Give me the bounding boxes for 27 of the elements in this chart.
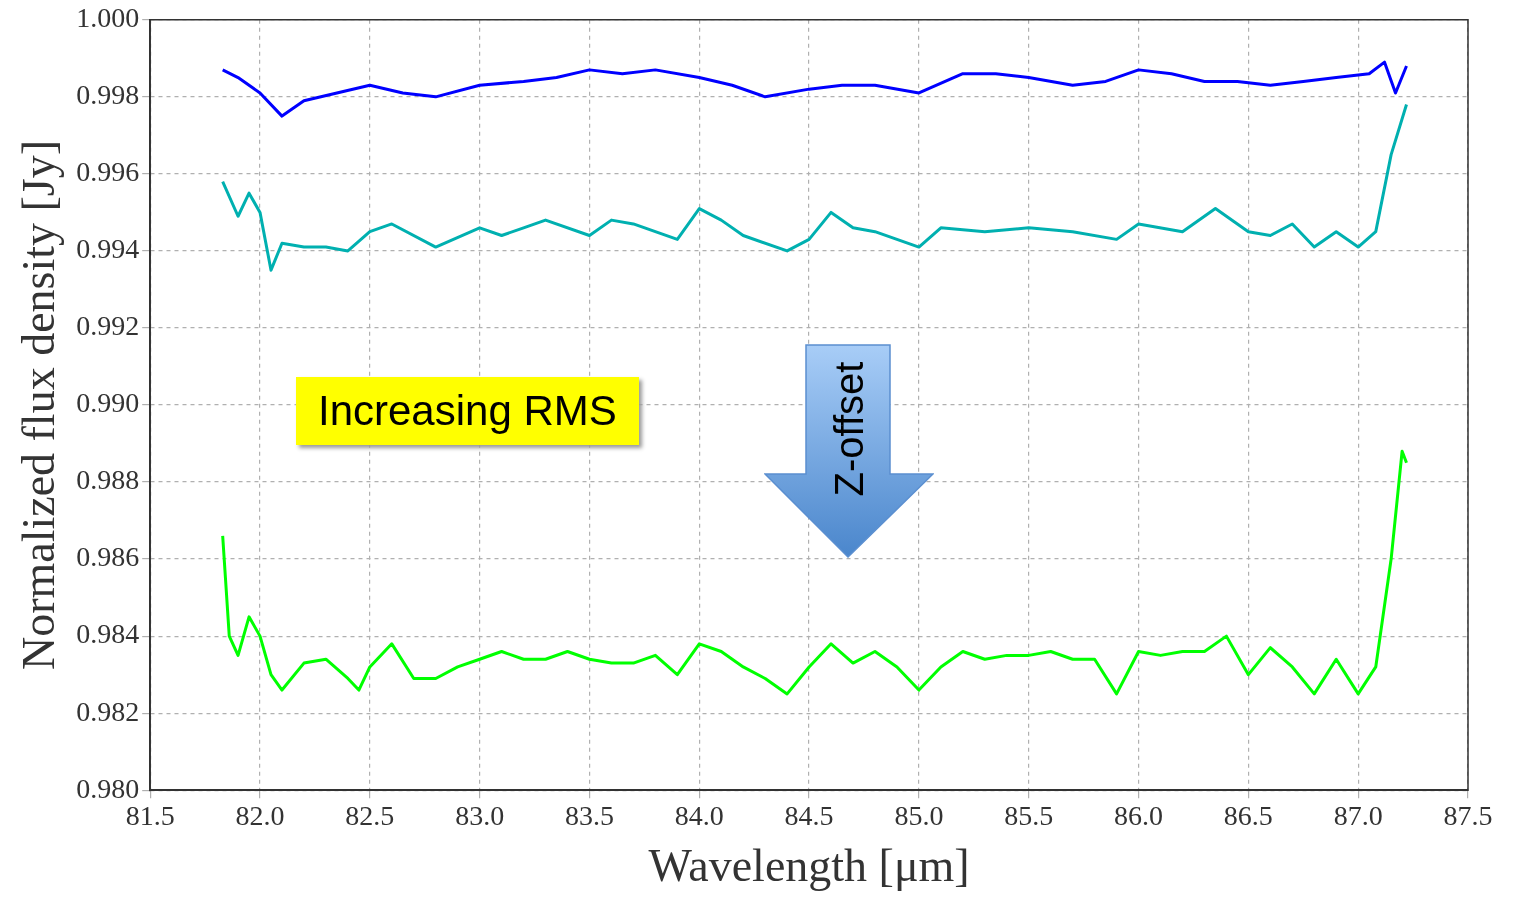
x-axis-title: Wavelength [μm] bbox=[648, 840, 970, 892]
x-tick-label: 87.5 bbox=[1443, 800, 1493, 832]
y-tick-label: 0.998 bbox=[76, 79, 140, 111]
x-tick-label: 83.0 bbox=[455, 800, 505, 832]
y-tick-label: 0.996 bbox=[76, 156, 140, 188]
x-tick-label: 86.5 bbox=[1223, 800, 1273, 832]
x-tick-label: 85.0 bbox=[894, 800, 944, 832]
x-tick-label: 84.0 bbox=[674, 800, 724, 832]
y-tick-label: 0.992 bbox=[76, 310, 140, 342]
x-tick-label: 82.5 bbox=[345, 800, 395, 832]
annotation: Z-offset bbox=[826, 361, 872, 497]
y-tick-label: 0.986 bbox=[76, 541, 140, 573]
x-tick-label: 86.0 bbox=[1114, 800, 1164, 832]
y-tick-label: 0.994 bbox=[76, 233, 140, 265]
x-tick-label: 85.5 bbox=[1004, 800, 1054, 832]
x-tick-label: 83.5 bbox=[564, 800, 614, 832]
y-tick-label: 0.988 bbox=[76, 464, 140, 496]
y-tick-label: 0.990 bbox=[76, 387, 140, 419]
y-tick-label: 0.982 bbox=[76, 695, 140, 727]
down-arrow-icon: Z-offset bbox=[764, 344, 934, 558]
y-axis-title: Normalized flux density [Jy] bbox=[12, 139, 64, 671]
annotation: Increasing RMS bbox=[296, 377, 639, 445]
y-tick-label: 0.984 bbox=[76, 618, 140, 650]
y-tick-label: 1.000 bbox=[76, 2, 140, 34]
x-tick-label: 84.5 bbox=[784, 800, 834, 832]
x-tick-label: 87.0 bbox=[1333, 800, 1383, 832]
x-tick-label: 82.0 bbox=[235, 800, 285, 832]
